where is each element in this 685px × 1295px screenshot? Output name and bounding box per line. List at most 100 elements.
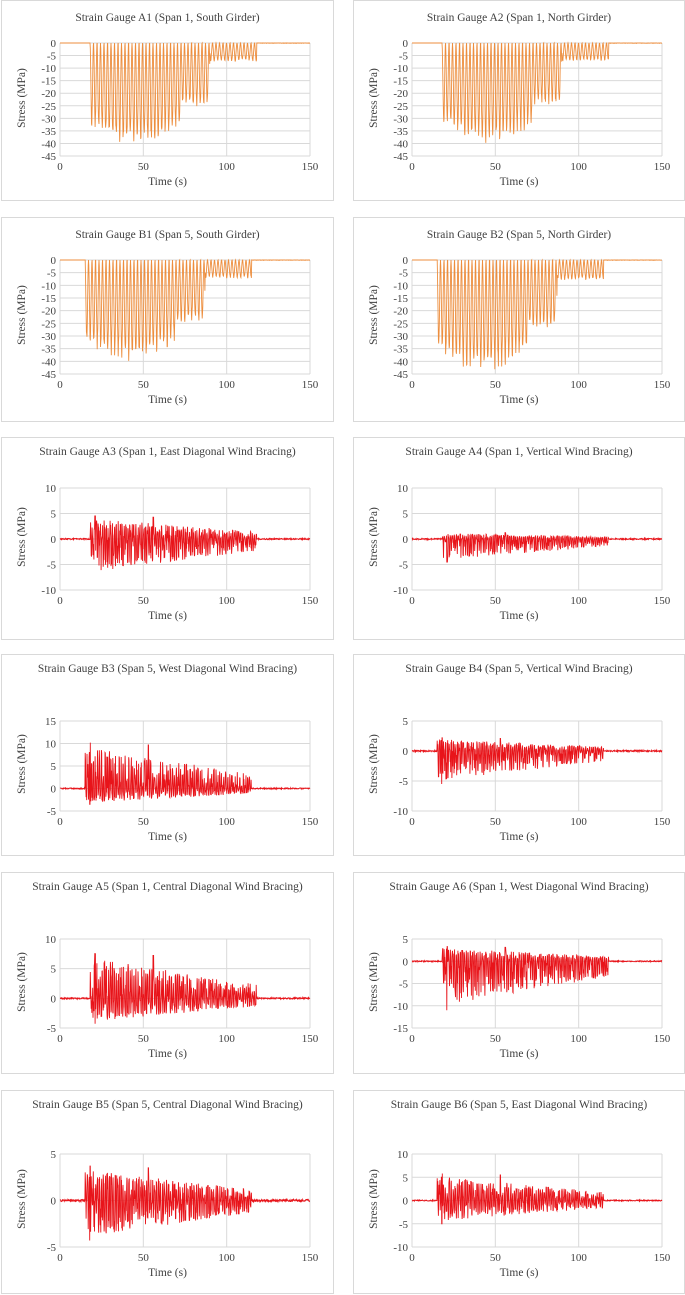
y-tick-label: 5 <box>51 761 57 773</box>
y-tick-label: -15 <box>393 293 408 305</box>
x-tick-label: 150 <box>302 816 319 828</box>
y-tick-label: 0 <box>51 255 57 267</box>
chart-panel: Strain Gauge B3 (Span 5, West Diagonal W… <box>1 654 334 856</box>
y-tick-label: 15 <box>45 716 57 728</box>
x-tick-label: 50 <box>490 816 502 828</box>
x-tick-label: 100 <box>570 1033 587 1045</box>
chart-title: Strain Gauge B4 (Span 5, Vertical Wind B… <box>405 663 633 675</box>
x-tick-label: 150 <box>302 595 319 607</box>
x-tick-label: 0 <box>57 379 63 391</box>
y-tick-label: -30 <box>41 113 56 125</box>
x-tick-label: 0 <box>409 161 415 173</box>
y-tick-label: -10 <box>393 280 408 292</box>
x-tick-label: 0 <box>409 379 415 391</box>
chart-plot: 0-5-10-15-20-25-30-35-40-450 50 100 150 <box>41 255 318 391</box>
x-tick-label: 50 <box>138 1252 150 1264</box>
y-tick-label: -30 <box>393 331 408 343</box>
x-tick-label: 100 <box>218 379 235 391</box>
chart-panel: Strain Gauge A3 (Span 1, East Diagonal W… <box>1 437 334 640</box>
y-tick-label: -5 <box>399 51 409 63</box>
series-line <box>59 1165 311 1241</box>
series-line <box>59 742 311 805</box>
chart-title: Strain Gauge B3 (Span 5, West Diagonal W… <box>37 663 298 675</box>
chart-title: Strain Gauge A5 (Span 1, Central Diagona… <box>32 881 303 893</box>
chart-plot: 50-50 50 100 150 <box>47 1149 319 1264</box>
y-tick-label: 10 <box>397 483 409 495</box>
y-tick-label: -45 <box>41 151 56 163</box>
chart-panel: Strain Gauge A5 (Span 1, Central Diagona… <box>1 872 334 1074</box>
y-tick-label: 0 <box>403 1196 409 1208</box>
y-tick-label: -5 <box>399 1219 409 1231</box>
y-tick-label: 0 <box>51 784 57 796</box>
x-tick-label: 0 <box>57 1252 63 1264</box>
series-line <box>60 41 311 142</box>
y-axis-label: Stress (MPa) <box>16 734 28 794</box>
chart-title: Strain Gauge A1 (Span 1, South Girder) <box>75 12 260 24</box>
series-line <box>60 258 310 361</box>
y-tick-label: -10 <box>393 1001 408 1013</box>
y-tick-label: 10 <box>45 483 57 495</box>
x-tick-label: 150 <box>654 379 671 391</box>
y-tick-label: -30 <box>393 113 408 125</box>
y-tick-label: -40 <box>393 356 408 368</box>
y-tick-label: 0 <box>403 38 409 50</box>
y-tick-label: -25 <box>41 101 56 113</box>
y-tick-label: -5 <box>47 268 57 280</box>
y-tick-label: -40 <box>41 356 56 368</box>
x-tick-label: 50 <box>138 816 150 828</box>
chart-panel: Strain Gauge B2 (Span 5, North Girder) 0-… <box>353 217 685 422</box>
y-tick-label: 0 <box>51 534 57 546</box>
y-tick-label: -10 <box>41 63 56 75</box>
y-tick-label: 0 <box>403 956 409 968</box>
x-tick-label: 100 <box>218 161 235 173</box>
x-tick-label: 150 <box>654 1252 671 1264</box>
x-axis-label: Time (s) <box>499 831 539 843</box>
x-tick-label: 0 <box>409 1252 415 1264</box>
chart-panel: Strain Gauge B4 (Span 5, Vertical Wind B… <box>353 654 685 856</box>
y-tick-label: 0 <box>403 534 409 546</box>
x-tick-label: 0 <box>409 1033 415 1045</box>
y-axis-label: Stress (MPa) <box>368 734 380 794</box>
series-line <box>411 737 663 785</box>
x-tick-label: 100 <box>570 595 587 607</box>
y-tick-label: -5 <box>47 51 57 63</box>
y-axis-label: Stress (MPa) <box>16 951 28 1012</box>
y-axis-label: Stress (MPa) <box>368 951 380 1012</box>
series-line <box>411 532 663 563</box>
y-tick-label: 5 <box>403 716 409 728</box>
y-tick-label: -25 <box>41 318 56 330</box>
chart-panel: Strain Gauge B5 (Span 5, Central Diagona… <box>1 1090 334 1294</box>
x-tick-label: 50 <box>138 595 150 607</box>
x-axis-label: Time (s) <box>148 610 187 622</box>
x-tick-label: 50 <box>490 595 502 607</box>
y-tick-label: -5 <box>47 1242 57 1254</box>
x-tick-label: 50 <box>138 1033 150 1045</box>
x-axis-label: Time (s) <box>499 610 539 622</box>
chart-panel: Strain Gauge A4 (Span 1, Vertical Wind B… <box>353 437 685 640</box>
x-tick-label: 150 <box>302 161 319 173</box>
y-tick-label: -15 <box>393 1023 408 1035</box>
x-tick-label: 150 <box>302 1033 319 1045</box>
chart-panel: Strain Gauge A2 (Span 1, North Girder) 0-… <box>353 0 685 201</box>
x-tick-label: 150 <box>654 1033 671 1045</box>
y-tick-label: -10 <box>393 1242 408 1254</box>
x-tick-label: 0 <box>57 161 63 173</box>
chart-panel: Strain Gauge B6 (Span 5, East Diagonal W… <box>353 1090 685 1294</box>
y-axis-label: Stress (MPa) <box>368 507 380 567</box>
y-tick-label: -5 <box>47 1023 57 1035</box>
x-tick-label: 150 <box>654 595 671 607</box>
y-tick-label: -5 <box>47 560 57 572</box>
x-tick-label: 50 <box>490 1033 502 1045</box>
y-tick-label: -5 <box>399 776 409 788</box>
y-tick-label: -20 <box>41 306 56 318</box>
x-tick-label: 150 <box>654 161 671 173</box>
y-axis-label: Stress (MPa) <box>16 285 28 345</box>
y-tick-label: -35 <box>393 126 408 138</box>
chart-panel: Strain Gauge A6 (Span 1, West Diagonal W… <box>353 872 685 1074</box>
y-tick-label: -45 <box>41 369 56 381</box>
x-tick-label: 100 <box>570 161 587 173</box>
x-tick-label: 50 <box>490 1252 502 1264</box>
chart-plot: 50-5-10-150 50 100 150 <box>393 934 671 1045</box>
